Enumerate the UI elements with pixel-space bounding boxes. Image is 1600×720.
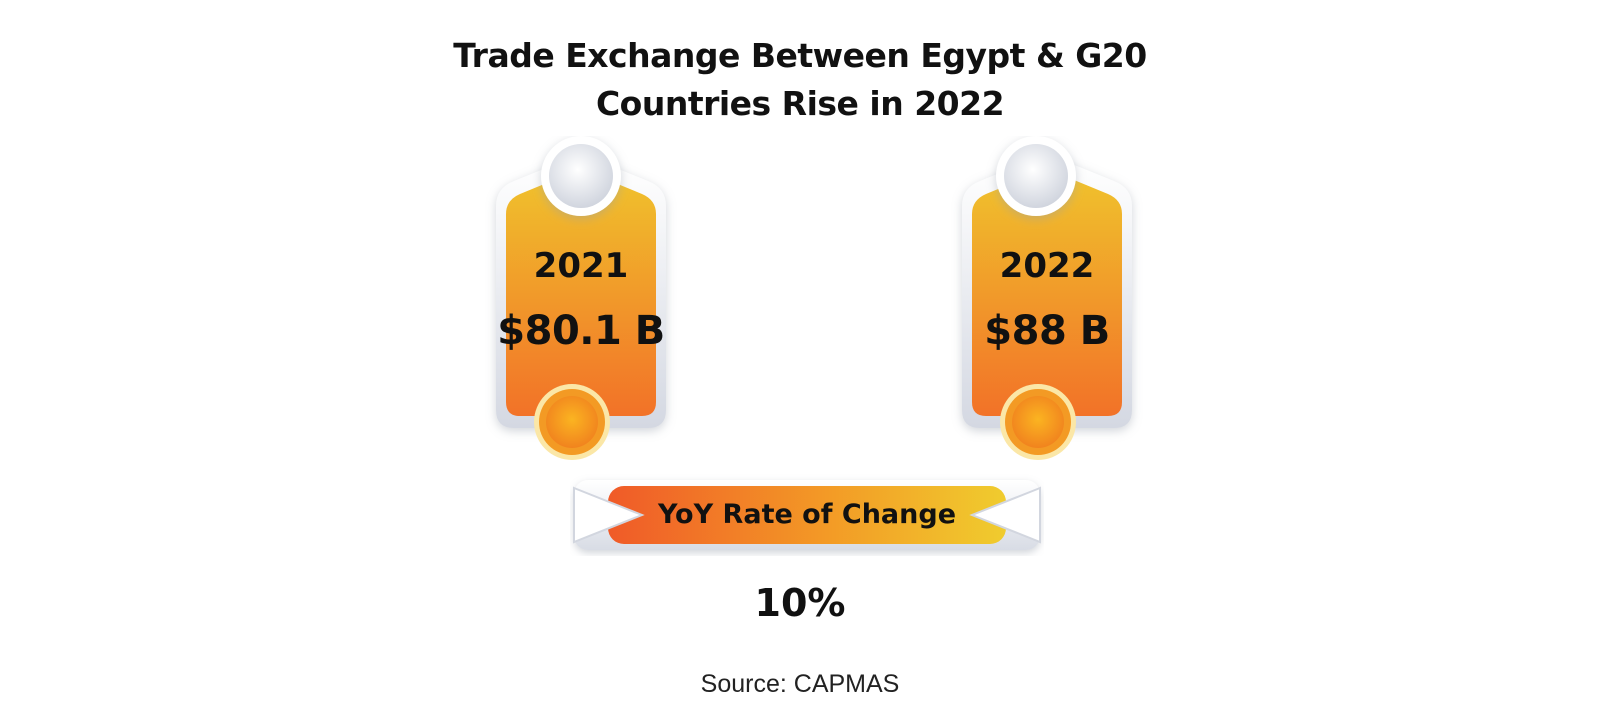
right-arrow-icon <box>972 488 1040 542</box>
card-value: $80.1 B <box>497 308 665 354</box>
year-card-2022: 2022 $88 B <box>932 136 1162 466</box>
tag-shape <box>496 136 666 460</box>
tag-shape <box>962 136 1132 460</box>
title-line-1: Trade Exchange Between Egypt & G20 <box>453 36 1147 75</box>
top-knob-icon <box>1004 144 1068 208</box>
card-year: 2021 <box>533 246 629 286</box>
coin-icon <box>1012 396 1064 448</box>
year-card-2021: 2021 $80.1 B <box>466 136 696 466</box>
top-knob-icon <box>549 144 613 208</box>
yoy-value: 10% <box>754 581 846 625</box>
left-arrow-icon <box>574 488 642 542</box>
card-year: 2022 <box>999 246 1095 286</box>
infographic-title: Trade Exchange Between Egypt & G20 Count… <box>0 32 1600 128</box>
ribbon-shape <box>573 480 1041 550</box>
coin-icon <box>546 396 598 448</box>
source-note: Source: CAPMAS <box>700 670 900 698</box>
yoy-ribbon: YoY Rate of Change <box>570 474 1044 556</box>
card-value: $88 B <box>984 308 1110 354</box>
yoy-label: YoY Rate of Change <box>657 499 956 530</box>
title-line-2: Countries Rise in 2022 <box>595 84 1005 123</box>
